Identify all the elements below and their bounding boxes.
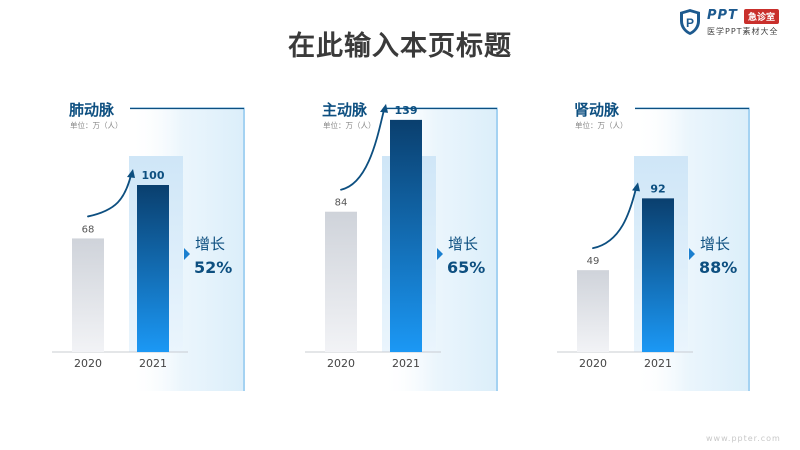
logo-brand-text: PPT	[707, 8, 738, 23]
bar-2021	[137, 185, 169, 352]
arrow-head-icon	[632, 182, 640, 192]
chart-panel-aorta: 主动脉 单位：万（人） 84 2020 139 2021 增长 65%	[253, 100, 498, 392]
arrow-head-icon	[127, 169, 135, 178]
brand-logo: P PPT 急诊室 医学PPT素材大全	[678, 6, 796, 40]
growth-label: 增长	[195, 235, 225, 253]
chart-title: 主动脉	[322, 101, 368, 119]
shield-p-icon: P	[680, 9, 700, 35]
data-label-2020: 84	[335, 198, 348, 209]
chart-title: 肾动脉	[574, 101, 620, 119]
growth-label: 增长	[700, 235, 730, 253]
growth-arrow	[340, 108, 385, 191]
growth-arrow	[87, 174, 132, 218]
watermark: www.ppter.com	[706, 434, 781, 443]
data-label-2021: 92	[650, 182, 665, 195]
data-label-2021: 139	[395, 104, 418, 117]
pointer-triangle-icon	[689, 248, 695, 260]
pointer-triangle-icon	[184, 248, 190, 260]
pointer-triangle-icon	[437, 248, 443, 260]
chart-panel-pulmonary: 肺动脉 单位：万（人） 68 2020 100 2021 增长 52%	[0, 100, 245, 392]
growth-value: 65%	[447, 258, 485, 277]
page-title: 在此输入本页标题	[288, 31, 512, 62]
tick-label-2021: 2021	[139, 357, 167, 370]
logo-badge: 急诊室	[744, 9, 780, 24]
chart-unit: 单位：万（人）	[575, 120, 628, 130]
growth-label: 增长	[448, 235, 478, 253]
arrow-head-icon	[380, 103, 388, 113]
data-label-2020: 49	[587, 256, 600, 267]
growth-value: 52%	[194, 258, 232, 277]
bar-2020	[325, 211, 357, 352]
data-label-2020: 68	[82, 224, 95, 235]
data-label-2021: 100	[142, 169, 165, 182]
svg-text:P: P	[686, 16, 694, 30]
chart-unit: 单位：万（人）	[323, 120, 376, 130]
tick-label-2020: 2020	[579, 357, 607, 370]
bar-2021	[390, 119, 422, 353]
chart-title: 肺动脉	[69, 101, 115, 119]
growth-arrow	[592, 187, 637, 250]
chart-panel-renal: 肾动脉 单位：万（人） 49 2020 92 2021 增长 88%	[505, 100, 750, 392]
logo-subtitle: 医学PPT素材大全	[707, 27, 779, 36]
tick-label-2020: 2020	[74, 357, 102, 370]
growth-value: 88%	[699, 258, 737, 277]
tick-label-2021: 2021	[392, 357, 420, 370]
chart-unit: 单位：万（人）	[70, 120, 123, 130]
tick-label-2021: 2021	[644, 357, 672, 370]
bar-2020	[72, 238, 104, 352]
tick-label-2020: 2020	[327, 357, 355, 370]
bar-2021	[642, 198, 674, 352]
bar-2020	[577, 270, 609, 352]
